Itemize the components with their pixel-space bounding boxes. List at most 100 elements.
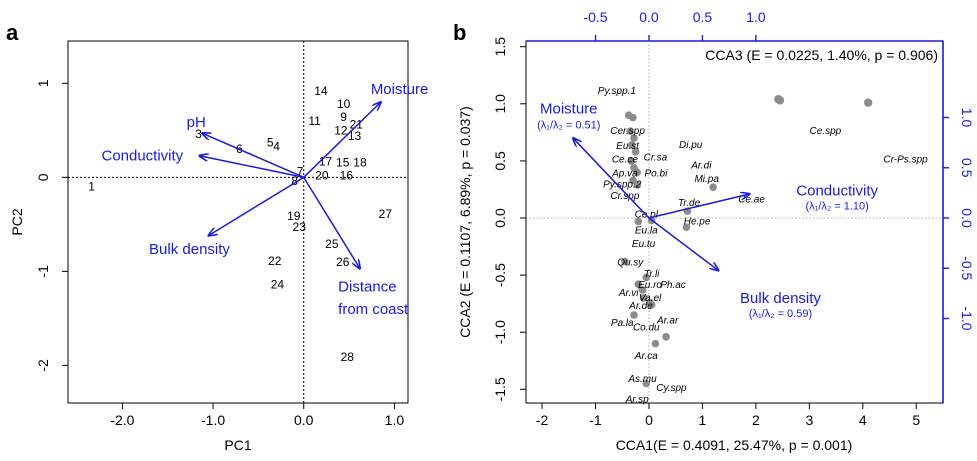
- sample-label: 3: [195, 127, 202, 141]
- species-labels-b: Py.spp.1 Cer.spp Eu.st Ce.ce Cr.sa Di.pu Ce.sp…: [598, 86, 928, 405]
- species-label: As.mu: [627, 374, 657, 385]
- species-label: Py.spp.2: [603, 180, 642, 191]
- y-axis-title-a: PC2: [9, 208, 25, 235]
- y-axis-title-b: CCA2 (E = 0.1107, 6.89%, p = 0.037): [457, 106, 473, 338]
- vector-label: Conductivity: [796, 183, 878, 200]
- vectors-b: [573, 138, 749, 270]
- sample-label: 11: [308, 114, 321, 128]
- right-tick-label: -0.5: [959, 256, 975, 280]
- x-tick-label: 2: [752, 412, 760, 428]
- species-label: Tr.de: [678, 198, 701, 209]
- species-label: Cr.sa: [644, 152, 668, 163]
- species-label: Ce.spp: [810, 126, 842, 137]
- sample-label: 26: [336, 255, 350, 269]
- species-label: Ce.ae: [738, 195, 765, 206]
- sample-label: 8: [291, 174, 298, 188]
- sample-label: 24: [271, 278, 285, 292]
- x-axis-b: -2 -1 0 1 2 3 4 5: [536, 403, 920, 428]
- sample-label: 12: [334, 123, 348, 137]
- x-axis-title-a: PC1: [224, 437, 251, 453]
- species-point: [628, 141, 636, 149]
- species-label: Ar.di: [690, 160, 712, 171]
- y-tick-label: -1.0: [492, 320, 508, 344]
- y-tick-label: -2: [35, 359, 51, 372]
- sample-label: 19: [287, 209, 301, 223]
- species-point: [626, 127, 635, 136]
- x-tick-label: 4: [859, 412, 867, 428]
- species-label: Cr-Ps.spp: [883, 155, 928, 166]
- sample-label: 1: [88, 180, 95, 194]
- sample-label: 22: [268, 254, 282, 268]
- x-axis-a: -2.0 -1.0 0.0 1.0: [110, 403, 404, 428]
- species-point: [630, 311, 638, 319]
- x-tick-label: -2: [536, 412, 549, 428]
- species-point: [638, 286, 647, 294]
- top-tick-label: 0.0: [639, 9, 659, 25]
- species-points-b: [621, 95, 873, 388]
- sample-label: 17: [319, 154, 333, 168]
- species-label: Po.bi: [645, 168, 669, 179]
- vector-label: pH: [187, 114, 206, 131]
- sample-label: 18: [353, 155, 367, 169]
- vector-label: Conductivity: [101, 148, 183, 165]
- vector-arrow: [648, 194, 750, 219]
- top-tick-label: 1.0: [746, 9, 766, 25]
- species-label: Pa.la: [611, 318, 634, 329]
- vector-arrow: [648, 217, 719, 271]
- species-point: [642, 273, 651, 282]
- top-tick-label: 0.5: [693, 9, 713, 25]
- species-label: Ar.ar: [656, 316, 679, 327]
- vector-eigen-ratio: (λ₁/λ₂ = 1.10): [805, 200, 868, 212]
- top-axis-b: -0.5 0.0 0.5 1.0: [583, 9, 766, 41]
- y-tick-label: 1.0: [492, 94, 508, 114]
- sample-label: 25: [325, 237, 339, 251]
- species-label: Tr.li: [644, 269, 660, 280]
- right-tick-label: 1.0: [959, 108, 975, 128]
- sample-points-a: 1345678910111213141516171819202122232425…: [88, 84, 392, 364]
- x-tick-label: -1: [589, 412, 602, 428]
- plot-frame-b: [525, 40, 944, 404]
- sample-label: 4: [273, 139, 280, 153]
- vector-arrow: [573, 138, 650, 219]
- species-point: [631, 147, 640, 156]
- species-label: Di.pu: [679, 140, 703, 151]
- right-tick-label: -1.0: [959, 306, 975, 330]
- species-label: Ap.va: [611, 168, 638, 179]
- vector-label: Moisture: [371, 81, 429, 98]
- sample-label: 20: [315, 168, 329, 182]
- species-point: [662, 332, 670, 341]
- top-tick-label: -0.5: [583, 9, 607, 25]
- x-tick-label: 1.0: [385, 412, 405, 428]
- species-point: [863, 98, 873, 107]
- species-label: Eu.ro: [638, 280, 662, 291]
- y-tick-label: -1: [35, 265, 51, 278]
- sample-label: 13: [348, 129, 362, 143]
- x-tick-label: 0.0: [294, 412, 314, 428]
- x-tick-label: 0: [645, 412, 653, 428]
- species-point: [682, 223, 691, 231]
- x-tick-label: -1.0: [201, 412, 225, 428]
- sample-label: 28: [341, 350, 355, 364]
- y-tick-label: 0.0: [492, 208, 508, 228]
- x-axis-title-b: CCA1(E = 0.4091, 25.47%, p = 0.001): [616, 437, 853, 453]
- species-point: [651, 339, 660, 348]
- panel-b-letter: b: [453, 20, 466, 45]
- vector-label: Moisture: [540, 100, 598, 117]
- species-point: [775, 96, 785, 105]
- species-label: Ph.ac: [660, 280, 686, 291]
- species-point: [634, 280, 643, 289]
- vector-labels-b: Moisture(λ₁/λ₂ = 0.51)Conductivity(λ₁/λ₂…: [537, 100, 878, 319]
- species-point: [647, 300, 656, 309]
- species-point: [630, 134, 638, 142]
- vector-arrow: [202, 133, 305, 179]
- sample-label: 9: [340, 110, 347, 124]
- sample-label: 15: [336, 155, 350, 169]
- panel-a: a -2.0-1.00.01.0 -2-101 1345678910111213…: [6, 20, 428, 453]
- species-label: Mi.pa: [694, 174, 719, 185]
- species-point: [633, 168, 641, 177]
- species-label: He.pe: [684, 216, 711, 227]
- sample-label: 23: [293, 220, 307, 234]
- species-label: Ar.de: [628, 301, 653, 312]
- vector-eigen-ratio: (λ₁/λ₂ = 0.59): [749, 308, 812, 320]
